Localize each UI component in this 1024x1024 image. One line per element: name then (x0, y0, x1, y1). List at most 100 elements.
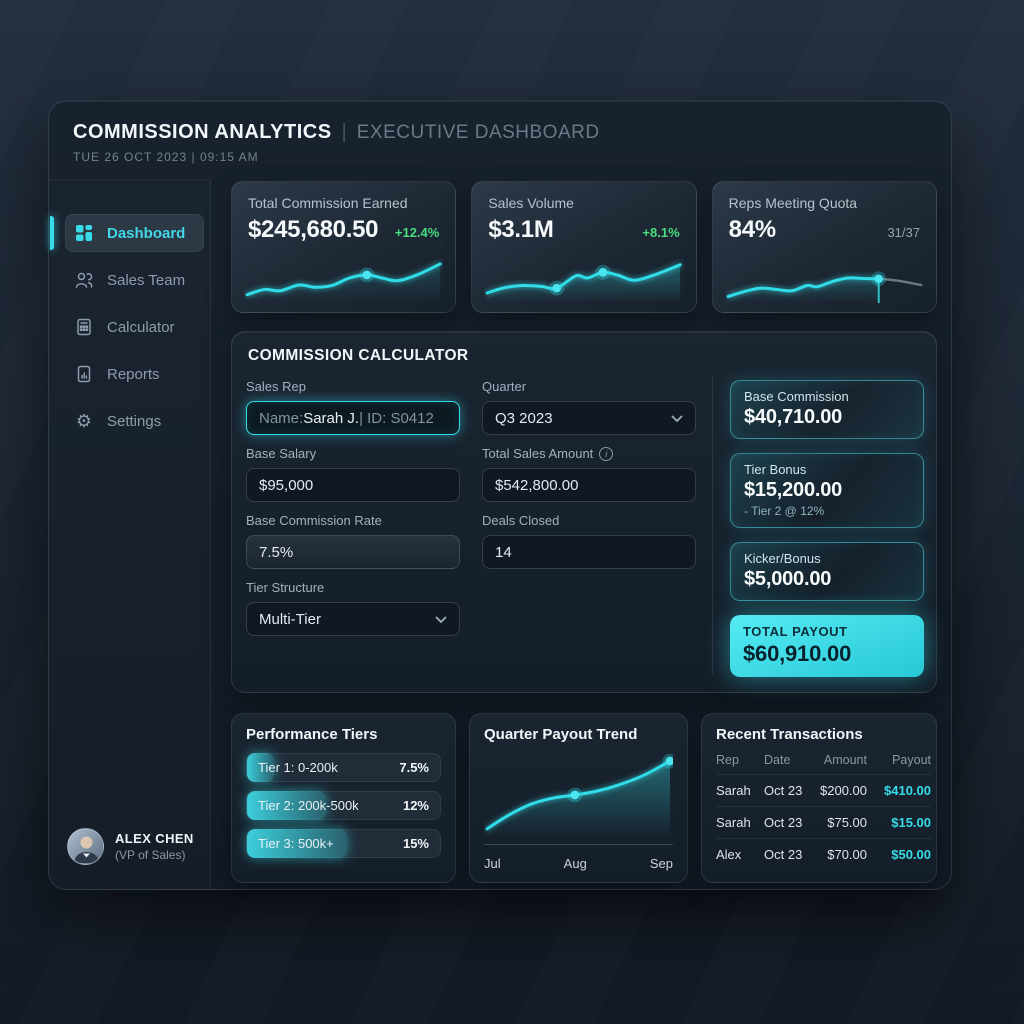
field-base-salary: Base Salary (246, 446, 460, 502)
base-rate-input[interactable] (246, 535, 460, 569)
tier-progress-fill (247, 753, 275, 782)
tx-date: Oct 23 (764, 774, 820, 806)
tier-label: Tier 3: 500k+ (258, 836, 334, 851)
field-label: Base Commission Rate (246, 513, 382, 528)
quarter-select[interactable]: Q3 2023 (482, 401, 696, 435)
tx-payout: $50.00 (867, 838, 931, 870)
column-header-date: Date (764, 753, 791, 767)
kpi-card-reps-quota: Reps Meeting Quota 84% 31/37 (711, 181, 937, 313)
panel-title: Performance Tiers (246, 726, 378, 743)
tx-rep: Sarah (716, 806, 764, 838)
kpi-label: Total Commission Earned (248, 195, 408, 211)
tx-amount: $70.00 (820, 838, 867, 870)
kpi-ratio: 31/37 (887, 225, 920, 240)
tier-label: Tier 1: 0-200k (258, 760, 338, 775)
sidebar-item-settings[interactable]: ⚙ Settings (65, 402, 204, 440)
field-label: Quarter (482, 379, 527, 394)
dashboard-grid-icon (73, 223, 95, 243)
header: COMMISSION ANALYTICS | EXECUTIVE DASHBOA… (73, 121, 600, 164)
sidebar: Dashboard Sales Team (49, 179, 211, 889)
kpi-label: Sales Volume (488, 195, 574, 211)
result-label: Tier Bonus (744, 462, 807, 477)
calculator-divider (712, 376, 713, 674)
sidebar-item-calculator[interactable]: Calculator (65, 308, 204, 346)
deals-closed-input[interactable] (482, 535, 696, 569)
field-base-rate: Base Commission Rate (246, 513, 460, 569)
sidebar-item-label: Settings (107, 412, 162, 430)
sidebar-item-sales-team[interactable]: Sales Team (65, 261, 204, 299)
total-payout-value: $60,910.00 (743, 641, 852, 666)
field-total-sales: Total Sales Amount i (482, 446, 696, 502)
sidebar-item-reports[interactable]: Reports (65, 355, 204, 393)
total-payout-label: TOTAL PAYOUT (743, 624, 848, 639)
performance-tiers-panel: Performance Tiers Tier 1: 0-200k 7.5% Ti… (231, 713, 456, 883)
tier-label: Tier 2: 200k-500k (258, 798, 359, 813)
kpi-value: $245,680.50 (248, 216, 379, 243)
quarter-value: Q3 2023 (495, 409, 553, 427)
tier-progress-fill (247, 791, 327, 820)
tx-amount: $75.00 (820, 806, 867, 838)
active-indicator (50, 216, 54, 250)
recent-transactions-panel: Recent Transactions Rep Date Amount Payo… (701, 713, 937, 883)
trend-line-chart (484, 751, 678, 840)
chevron-down-icon (435, 611, 447, 628)
total-payout-card: TOTAL PAYOUT $60,910.00 (730, 615, 924, 677)
kpi-card-sales-volume: Sales Volume $3.1M +8.1% (471, 181, 697, 313)
tier-row-3: Tier 3: 500k+ 15% (246, 829, 441, 858)
tier-structure-select[interactable]: Multi-Tier (246, 602, 460, 636)
sidebar-nav: Dashboard Sales Team (49, 214, 210, 440)
calculator-icon (73, 317, 95, 337)
sales-rep-input[interactable]: Name: Sarah J. | ID: S0412 (246, 401, 460, 435)
sales-rep-name: Sarah J. (303, 409, 360, 427)
x-tick-jul: Jul (484, 856, 501, 871)
sidebar-item-label: Reports (107, 365, 160, 383)
users-icon (73, 270, 95, 290)
total-sales-input[interactable] (482, 468, 696, 502)
dashboard-window: COMMISSION ANALYTICS | EXECUTIVE DASHBOA… (48, 100, 952, 890)
user-profile[interactable]: ALEX CHEN (VP of Sales) (67, 828, 194, 865)
field-label: Tier Structure (246, 580, 325, 595)
sidebar-item-dashboard[interactable]: Dashboard (50, 214, 204, 252)
kpi-value: 84% (728, 216, 776, 243)
panel-title: Quarter Payout Trend (484, 726, 638, 743)
chevron-down-icon (671, 410, 683, 427)
column-header-amount: Amount (823, 753, 867, 767)
tx-amount: $200.00 (820, 774, 867, 806)
result-note: - Tier 2 @ 12% (744, 504, 825, 518)
kpi-delta: +12.4% (394, 225, 440, 240)
gear-icon: ⚙ (75, 411, 93, 431)
calculator-title: COMMISSION CALCULATOR (248, 347, 469, 364)
calculator-form: Sales Rep Name: Sarah J. | ID: S0412 Qua… (246, 379, 696, 647)
result-value: $5,000.00 (744, 568, 832, 590)
tier-rate: 15% (402, 836, 429, 851)
app-title: COMMISSION ANALYTICS (73, 121, 332, 143)
user-name: ALEX CHEN (115, 831, 194, 846)
kpi-row: Total Commission Earned $245,680.50 +12.… (231, 181, 937, 313)
app-subtitle: EXECUTIVE DASHBOARD (356, 122, 600, 143)
sidebar-item-label: Calculator (107, 318, 175, 336)
x-tick-sep: Sep (649, 856, 673, 871)
tx-rep: Alex (716, 838, 764, 870)
kpi-value: $3.1M (488, 216, 554, 243)
column-header-rep: Rep (716, 753, 739, 767)
field-label: Sales Rep (246, 379, 306, 394)
transactions-table: Rep Date Amount Payout Sarah Oct 23 $200… (716, 753, 931, 870)
sparkline-chart (244, 249, 443, 305)
tx-rep: Sarah (716, 774, 764, 806)
result-base-commission: Base Commission $40,710.00 (730, 380, 924, 439)
tx-date: Oct 23 (764, 806, 820, 838)
tier-rate: 12% (402, 798, 429, 813)
info-icon[interactable]: i (599, 446, 614, 461)
sales-rep-prefix: Name: (259, 409, 304, 427)
field-label: Total Sales Amount (482, 446, 594, 461)
tx-date: Oct 23 (764, 838, 820, 870)
sparkline-chart (725, 249, 924, 305)
field-label: Deals Closed (482, 513, 560, 528)
field-tier-structure: Tier Structure Multi-Tier (246, 580, 460, 636)
field-label: Base Salary (246, 446, 317, 461)
tx-payout: $410.00 (867, 774, 931, 806)
panel-title: Recent Transactions (716, 726, 863, 743)
bottom-row: Performance Tiers Tier 1: 0-200k 7.5% Ti… (231, 713, 937, 883)
tier-structure-value: Multi-Tier (259, 610, 321, 628)
base-salary-input[interactable] (246, 468, 460, 502)
